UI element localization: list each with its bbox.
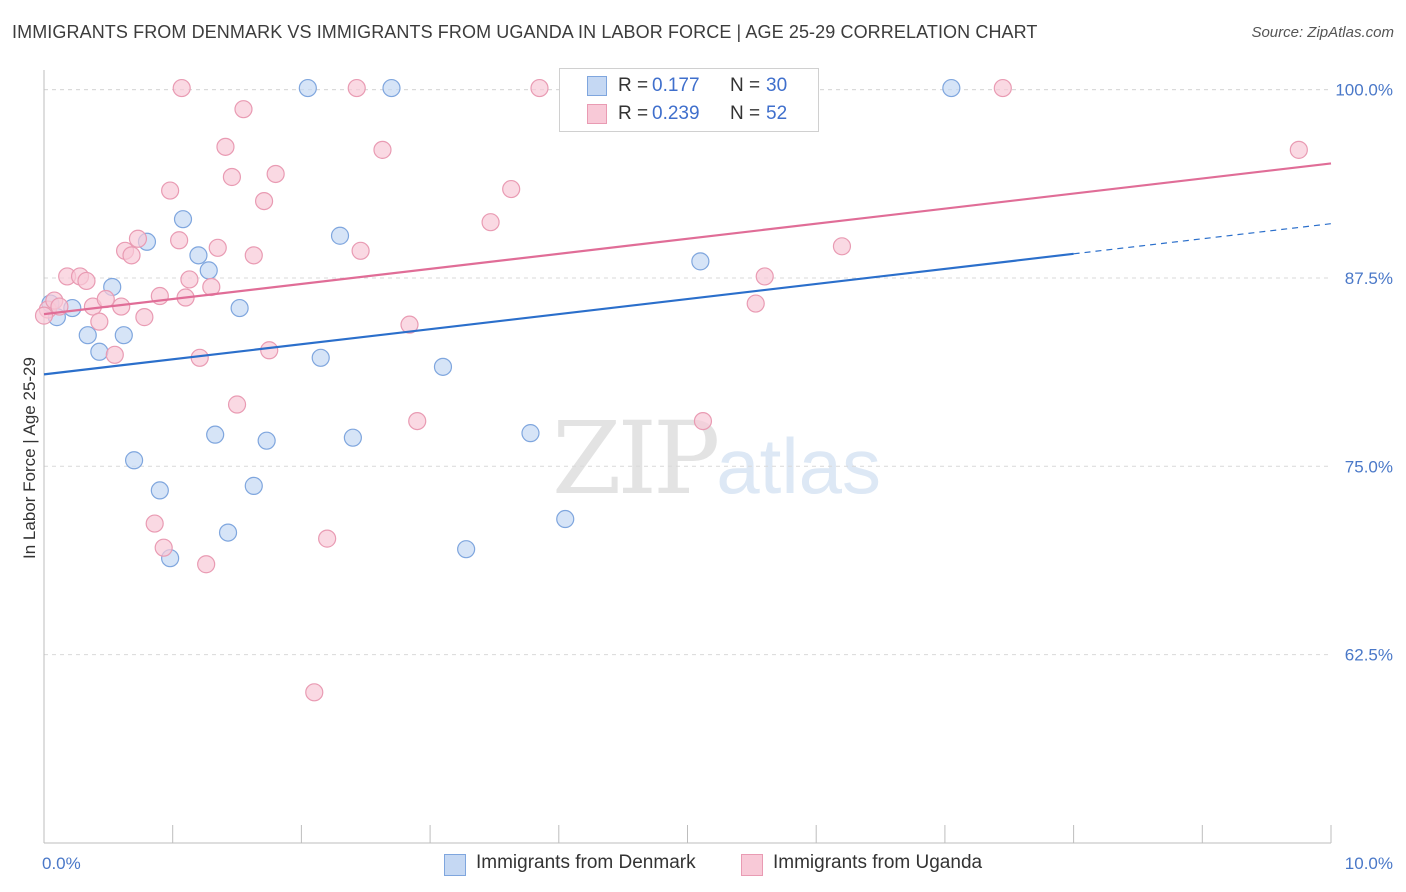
uganda-point <box>227 395 247 414</box>
uganda-point <box>993 78 1012 98</box>
uganda-point <box>170 231 189 250</box>
legend-denmark-swatch <box>444 854 466 876</box>
denmark-point <box>330 226 350 245</box>
denmark-point <box>257 431 276 450</box>
uganda-n-value: 52 <box>766 103 788 124</box>
uganda-point <box>502 179 521 199</box>
denmark-trend-extension <box>1073 223 1332 255</box>
x-tick-label-max: 10.0% <box>1345 854 1393 873</box>
uganda-point <box>408 411 427 431</box>
y-axis-label: In Labor Force | Age 25-29 <box>20 357 39 559</box>
series-uganda-points <box>34 78 1308 702</box>
legend-uganda-label: Immigrants from Uganda <box>773 852 983 873</box>
legend-denmark-label: Immigrants from Denmark <box>476 852 696 873</box>
denmark-point <box>218 523 238 542</box>
uganda-point <box>693 411 713 431</box>
watermark-zip: ZIP <box>552 400 720 517</box>
denmark-point <box>78 326 97 345</box>
uganda-point <box>832 237 852 256</box>
uganda-swatch <box>587 104 607 124</box>
denmark-point <box>90 342 109 361</box>
uganda-point <box>746 294 765 313</box>
uganda-point <box>318 529 337 548</box>
y-tick-label: 87.5% <box>1345 269 1393 288</box>
uganda-point <box>305 683 324 702</box>
uganda-point <box>481 213 500 232</box>
denmark-n-value: 30 <box>766 75 788 96</box>
uganda-point <box>260 341 279 360</box>
denmark-point <box>114 326 133 345</box>
uganda-r-value: 0.239 <box>652 103 700 124</box>
denmark-point <box>343 428 362 447</box>
uganda-point <box>266 164 285 184</box>
y-tick-label: 100.0% <box>1335 81 1393 100</box>
uganda-point <box>351 241 370 260</box>
denmark-point <box>124 451 144 470</box>
denmark-r-label: R = <box>618 75 649 96</box>
denmark-point <box>206 425 225 444</box>
denmark-trend-line <box>43 252 1074 376</box>
denmark-point <box>199 261 218 280</box>
uganda-point <box>122 246 141 265</box>
correlation-legend: R = 0.177 N = 30 R = 0.239 N = 52 <box>559 68 819 132</box>
uganda-point <box>172 78 191 98</box>
uganda-point <box>105 345 124 364</box>
uganda-point <box>197 555 216 574</box>
chart-title: IMMIGRANTS FROM DENMARK VS IMMIGRANTS FR… <box>12 22 1038 42</box>
uganda-point <box>1289 140 1308 159</box>
y-tick-label: 75.0% <box>1345 457 1393 476</box>
uganda-point <box>400 315 419 334</box>
x-tick-label-min: 0.0% <box>42 854 81 873</box>
uganda-point <box>180 270 199 289</box>
uganda-point <box>128 229 148 248</box>
source-label: Source: ZipAtlas.com <box>1251 24 1394 41</box>
denmark-point <box>556 509 575 529</box>
uganda-point <box>530 78 549 98</box>
uganda-point <box>135 308 154 327</box>
denmark-point <box>173 210 193 229</box>
denmark-point <box>382 78 401 98</box>
series-denmark-points <box>41 78 961 568</box>
denmark-swatch <box>587 76 607 96</box>
uganda-point <box>161 181 180 200</box>
denmark-n-label: N = <box>730 75 761 96</box>
uganda-point <box>755 267 774 286</box>
uganda-point <box>222 167 242 187</box>
denmark-point <box>433 357 453 376</box>
legend-uganda-swatch <box>741 854 763 876</box>
denmark-point <box>521 424 540 443</box>
uganda-r-label: R = <box>618 103 649 124</box>
denmark-point <box>311 348 330 367</box>
uganda-point <box>216 137 235 156</box>
uganda-point <box>154 538 173 557</box>
uganda-point <box>34 306 54 325</box>
denmark-r-value: 0.177 <box>652 75 700 96</box>
denmark-point <box>244 476 263 495</box>
tick-labels: 62.5% 75.0% 87.5% 100.0% 0.0% 10.0% <box>42 81 1393 873</box>
uganda-point <box>234 100 253 119</box>
uganda-point <box>90 312 109 331</box>
uganda-trend-line <box>43 162 1332 316</box>
denmark-point <box>691 252 710 271</box>
denmark-point <box>942 78 961 98</box>
uganda-point <box>145 514 164 533</box>
axes <box>43 70 1332 844</box>
denmark-point <box>150 481 169 500</box>
uganda-n-label: N = <box>730 103 761 124</box>
uganda-point <box>244 246 263 265</box>
y-tick-label: 62.5% <box>1345 646 1393 665</box>
denmark-point <box>230 298 249 318</box>
uganda-point <box>347 78 366 98</box>
denmark-point <box>457 540 476 559</box>
uganda-point <box>77 271 96 291</box>
uganda-point <box>373 140 392 159</box>
trend-lines <box>43 162 1332 376</box>
uganda-point <box>254 191 274 211</box>
uganda-point <box>96 289 115 309</box>
denmark-point <box>298 78 317 98</box>
denmark-point <box>189 246 208 265</box>
uganda-point <box>208 238 227 257</box>
